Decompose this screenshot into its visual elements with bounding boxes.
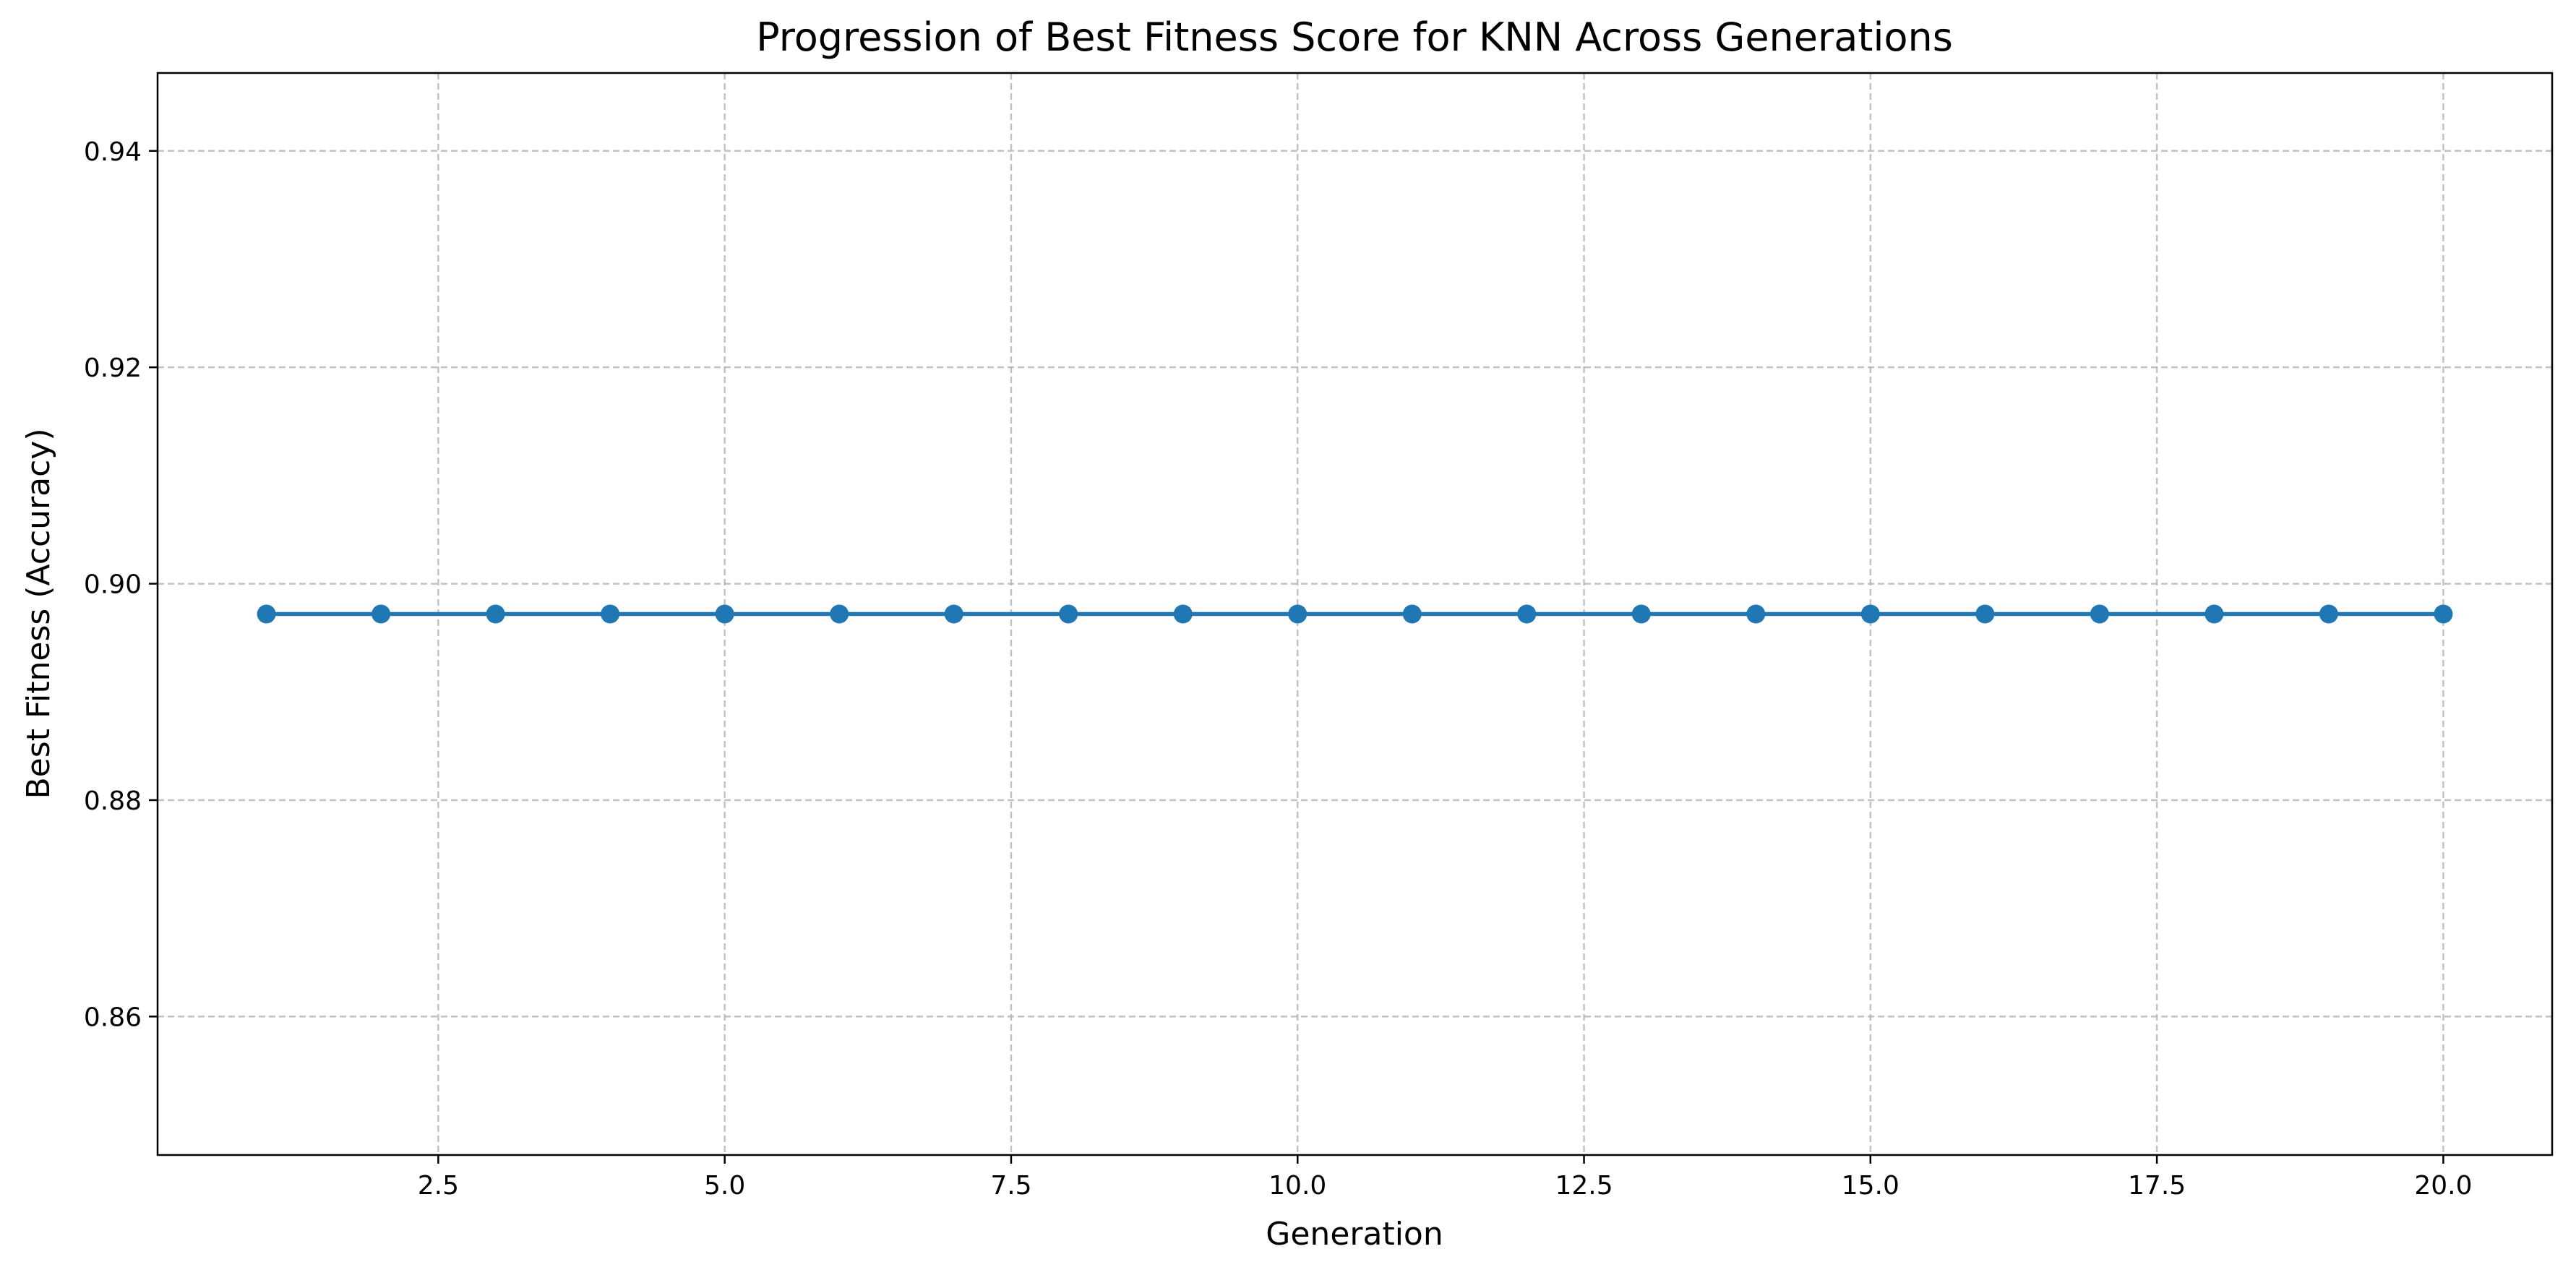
x-tick-label: 17.5: [2128, 1171, 2186, 1201]
x-tick-label: 15.0: [1842, 1171, 1899, 1201]
x-tick-label: 12.5: [1555, 1171, 1613, 1201]
data-point: [1173, 604, 1193, 624]
y-tick-label: 0.90: [84, 570, 142, 600]
x-tick-label: 20.0: [2414, 1171, 2472, 1201]
x-axis-label: Generation: [1266, 1216, 1443, 1253]
x-tick-label: 5.0: [704, 1171, 745, 1201]
tick-layer: 2.5 5.0 7.5 10.0 12.5 15.0 17.5 20.0 0.86 0.88 0.9…: [84, 137, 2473, 1201]
data-point: [830, 604, 849, 624]
data-point: [2090, 604, 2109, 624]
y-tick-label: 0.94: [84, 137, 142, 167]
data-point: [944, 604, 963, 624]
data-point: [1059, 604, 1078, 624]
y-axis-label: Best Fitness (Accuracy): [20, 428, 57, 799]
data-point: [257, 604, 276, 624]
data-point: [1746, 604, 1766, 624]
data-point: [372, 604, 391, 624]
data-point: [2204, 604, 2224, 624]
series-layer: [257, 604, 2453, 624]
data-point: [2434, 604, 2453, 624]
data-point: [1402, 604, 1422, 624]
x-tick-label: 10.0: [1268, 1171, 1326, 1201]
data-point: [1288, 604, 1308, 624]
y-tick-label: 0.86: [84, 1003, 142, 1032]
data-point: [715, 604, 734, 624]
data-point: [1517, 604, 1537, 624]
chart-title: Progression of Best Fitness Score for KN…: [756, 14, 1953, 60]
y-tick-label: 0.88: [84, 786, 142, 816]
data-point: [486, 604, 505, 624]
data-point: [1975, 604, 1995, 624]
y-tick-label: 0.92: [84, 353, 142, 383]
plot-frame: [156, 72, 2554, 1156]
data-point: [2319, 604, 2338, 624]
x-tick-label: 7.5: [990, 1171, 1031, 1201]
data-point: [1631, 604, 1651, 624]
data-point: [601, 604, 620, 624]
data-point: [1860, 604, 1880, 624]
x-tick-label: 2.5: [418, 1171, 459, 1201]
